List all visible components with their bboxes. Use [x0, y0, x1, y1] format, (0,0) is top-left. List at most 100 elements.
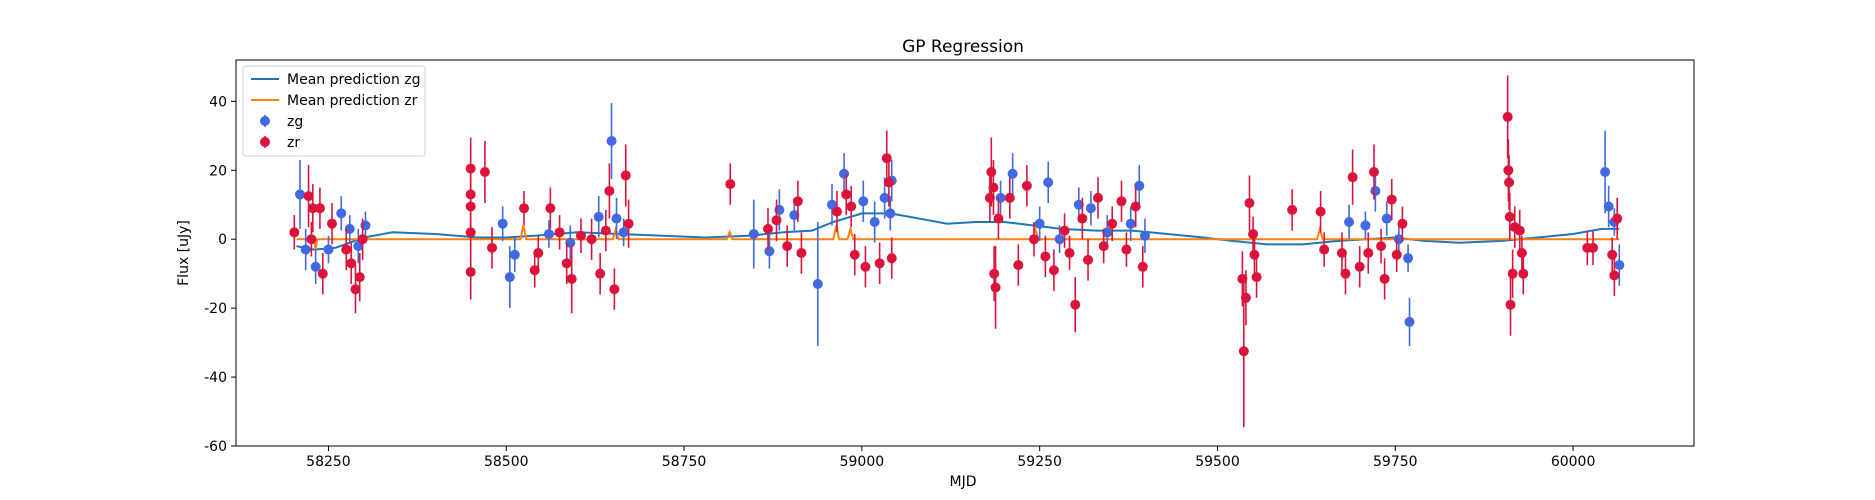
zr-marker — [1021, 180, 1032, 191]
x-tick-label: 59000 — [840, 454, 885, 470]
zg-point — [336, 196, 347, 231]
zr-point — [307, 184, 318, 233]
zr-point — [1116, 180, 1127, 222]
zg-point — [1370, 170, 1381, 212]
zr-marker — [350, 284, 361, 295]
zg-marker — [858, 196, 869, 207]
x-axis: 58250 58500 58750 59000 59250 59500 59750 60000 — [306, 446, 1595, 470]
zg-point — [1381, 201, 1392, 236]
zg-point — [812, 221, 823, 347]
zr-point — [1336, 232, 1347, 274]
zr-marker — [1340, 268, 1351, 279]
zr-marker — [1588, 242, 1599, 253]
zr-point — [1121, 232, 1132, 267]
zr-point — [350, 265, 361, 314]
zg-point — [1404, 297, 1415, 347]
zg-marker — [295, 189, 306, 200]
zr-point — [1130, 185, 1141, 228]
zr-marker — [1607, 249, 1618, 260]
zg-point — [1054, 225, 1065, 253]
zg-marker — [344, 223, 355, 234]
zg-marker — [1381, 213, 1392, 224]
zg-marker — [1134, 180, 1145, 191]
zr-marker — [1336, 248, 1347, 258]
zg-point — [1125, 206, 1136, 241]
zr-marker — [1237, 273, 1248, 284]
zr-point — [575, 218, 586, 253]
zg-marker — [839, 168, 850, 179]
zr-marker — [1059, 225, 1070, 236]
zr-marker — [1504, 177, 1515, 188]
zg-marker — [593, 211, 604, 222]
zg-point — [827, 184, 838, 226]
zr-marker — [1098, 241, 1109, 252]
zr-point — [529, 253, 540, 288]
zr-marker — [314, 203, 325, 214]
zr-point — [1609, 254, 1620, 297]
zg-marker — [1073, 199, 1084, 210]
zg-point — [1614, 244, 1625, 286]
zr-marker — [561, 258, 572, 269]
zr-point — [1098, 228, 1109, 264]
zr-point — [1368, 144, 1379, 200]
zr-marker — [1287, 204, 1298, 215]
zg-marker — [611, 213, 622, 224]
zg-marker — [1043, 177, 1054, 188]
zg-marker — [1404, 316, 1415, 327]
zg-marker — [1102, 227, 1113, 238]
zr-marker — [1609, 270, 1620, 281]
zg-marker — [1085, 203, 1096, 214]
y-tick-label: 20 — [209, 163, 227, 179]
zr-marker — [519, 203, 530, 214]
zr-marker — [993, 213, 1004, 224]
zr-point — [327, 203, 338, 245]
zg-marker — [336, 208, 347, 219]
x-axis-label: MJD — [950, 474, 977, 490]
zr-point — [1021, 165, 1032, 207]
zg-marker — [812, 279, 823, 290]
legend-label: Mean prediction zr — [287, 93, 418, 109]
zg-point — [300, 228, 311, 271]
zr-point — [306, 221, 317, 257]
zg-marker — [869, 216, 880, 227]
zr-point — [782, 225, 793, 267]
zr-point — [988, 159, 999, 216]
zr-point — [1077, 197, 1088, 240]
zg-point — [1043, 161, 1054, 204]
zr-point — [600, 209, 611, 252]
zr-marker — [860, 261, 871, 272]
zr-point — [1379, 258, 1390, 300]
zr-point — [1514, 209, 1525, 252]
zr-point — [1386, 178, 1397, 221]
zr-marker — [990, 282, 1001, 293]
zr-marker — [595, 268, 606, 279]
zr-point — [1070, 277, 1081, 333]
legend-label: Mean prediction zg — [287, 72, 421, 88]
zg-marker — [543, 229, 554, 240]
zg-marker — [509, 249, 520, 260]
y-axis: -60 -40 -20 0 20 40 — [204, 94, 236, 455]
zr-point — [1048, 249, 1059, 291]
zr-point — [1137, 246, 1148, 288]
zr-point — [566, 244, 577, 314]
zr-point — [984, 173, 995, 222]
zr-marker — [771, 215, 782, 226]
zg-marker — [1344, 216, 1355, 227]
zg-point — [1007, 153, 1018, 195]
zg-point — [1034, 206, 1045, 241]
zr-point — [1504, 192, 1515, 241]
zr-point — [354, 253, 365, 302]
zr-point — [860, 246, 871, 288]
zr-point — [1251, 256, 1262, 298]
zr-point — [595, 253, 606, 295]
zr-marker — [1249, 249, 1260, 260]
zr-point — [1064, 235, 1075, 271]
zr-marker — [792, 196, 803, 207]
zr-marker — [881, 153, 892, 164]
plot-frame — [235, 59, 1695, 447]
zr-point — [623, 199, 634, 248]
zr-point — [886, 237, 897, 279]
zg-marker — [1603, 201, 1614, 212]
zr-point — [487, 227, 498, 269]
zr-marker — [886, 253, 897, 264]
